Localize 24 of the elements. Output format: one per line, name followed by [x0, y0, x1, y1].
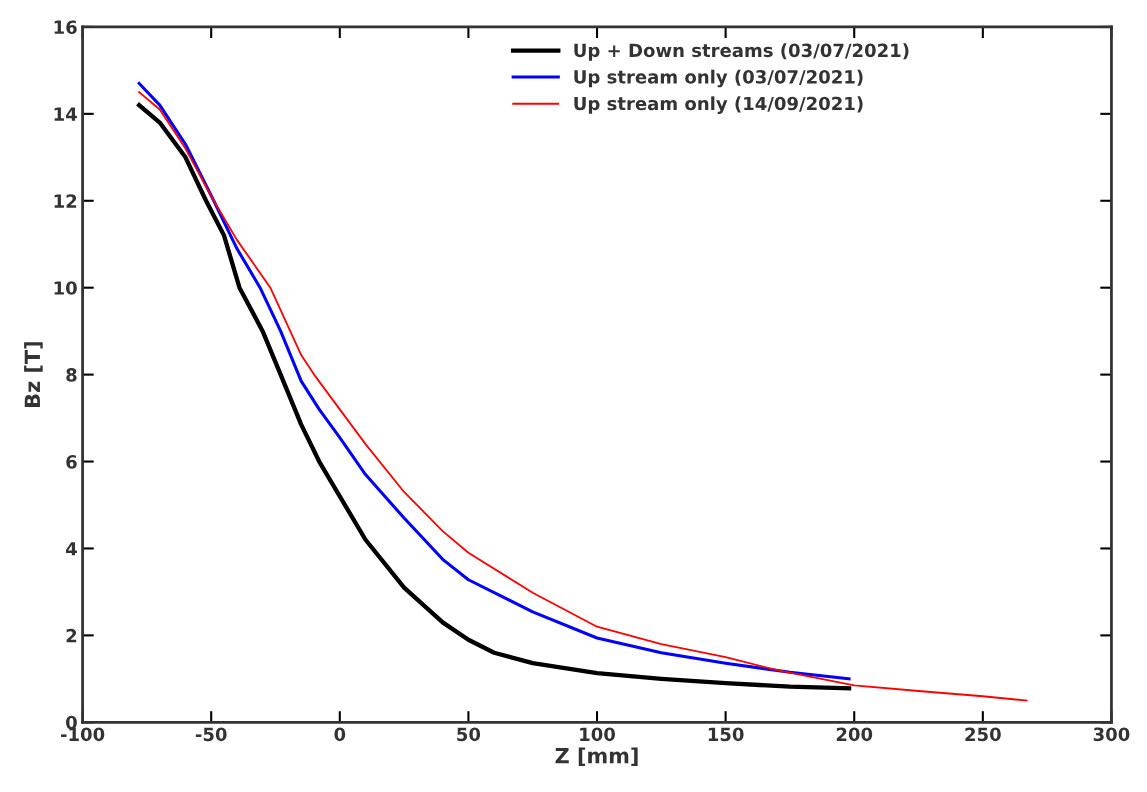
y-tick-label: 6: [66, 455, 77, 469]
x-tick-label: 200: [836, 727, 873, 742]
y-axis-title: Bz [T]: [24, 342, 43, 407]
y-tick-label: 4: [65, 542, 77, 556]
x-tick-label: -50: [195, 727, 227, 742]
y-tick-label: 2: [66, 628, 77, 643]
y-tick-label: 0: [66, 715, 77, 730]
x-tick-label: 150: [708, 727, 744, 742]
x-tick-label: 0: [334, 727, 346, 742]
legend-label: Up stream only (14/09/2021): [574, 96, 863, 114]
y-tick-label: 16: [54, 20, 77, 35]
x-tick-label: 100: [580, 727, 615, 742]
x-axis-title: Z [mm]: [555, 747, 638, 766]
y-tick-label: 8: [66, 368, 77, 382]
legend-label: Up + Down streams (03/07/2021): [574, 43, 909, 61]
y-tick-label: 12: [54, 194, 77, 208]
y-tick-label: 14: [54, 107, 77, 121]
y-tick-label: 10: [54, 281, 77, 295]
x-tick-label: 250: [965, 727, 1001, 742]
legend-label: Up stream only (03/07/2021): [574, 69, 863, 88]
x-tick-label: 50: [457, 727, 481, 742]
x-tick-label: 300: [1093, 727, 1130, 742]
x-tick-label: -100: [60, 727, 105, 742]
line-series: [138, 91, 1028, 702]
